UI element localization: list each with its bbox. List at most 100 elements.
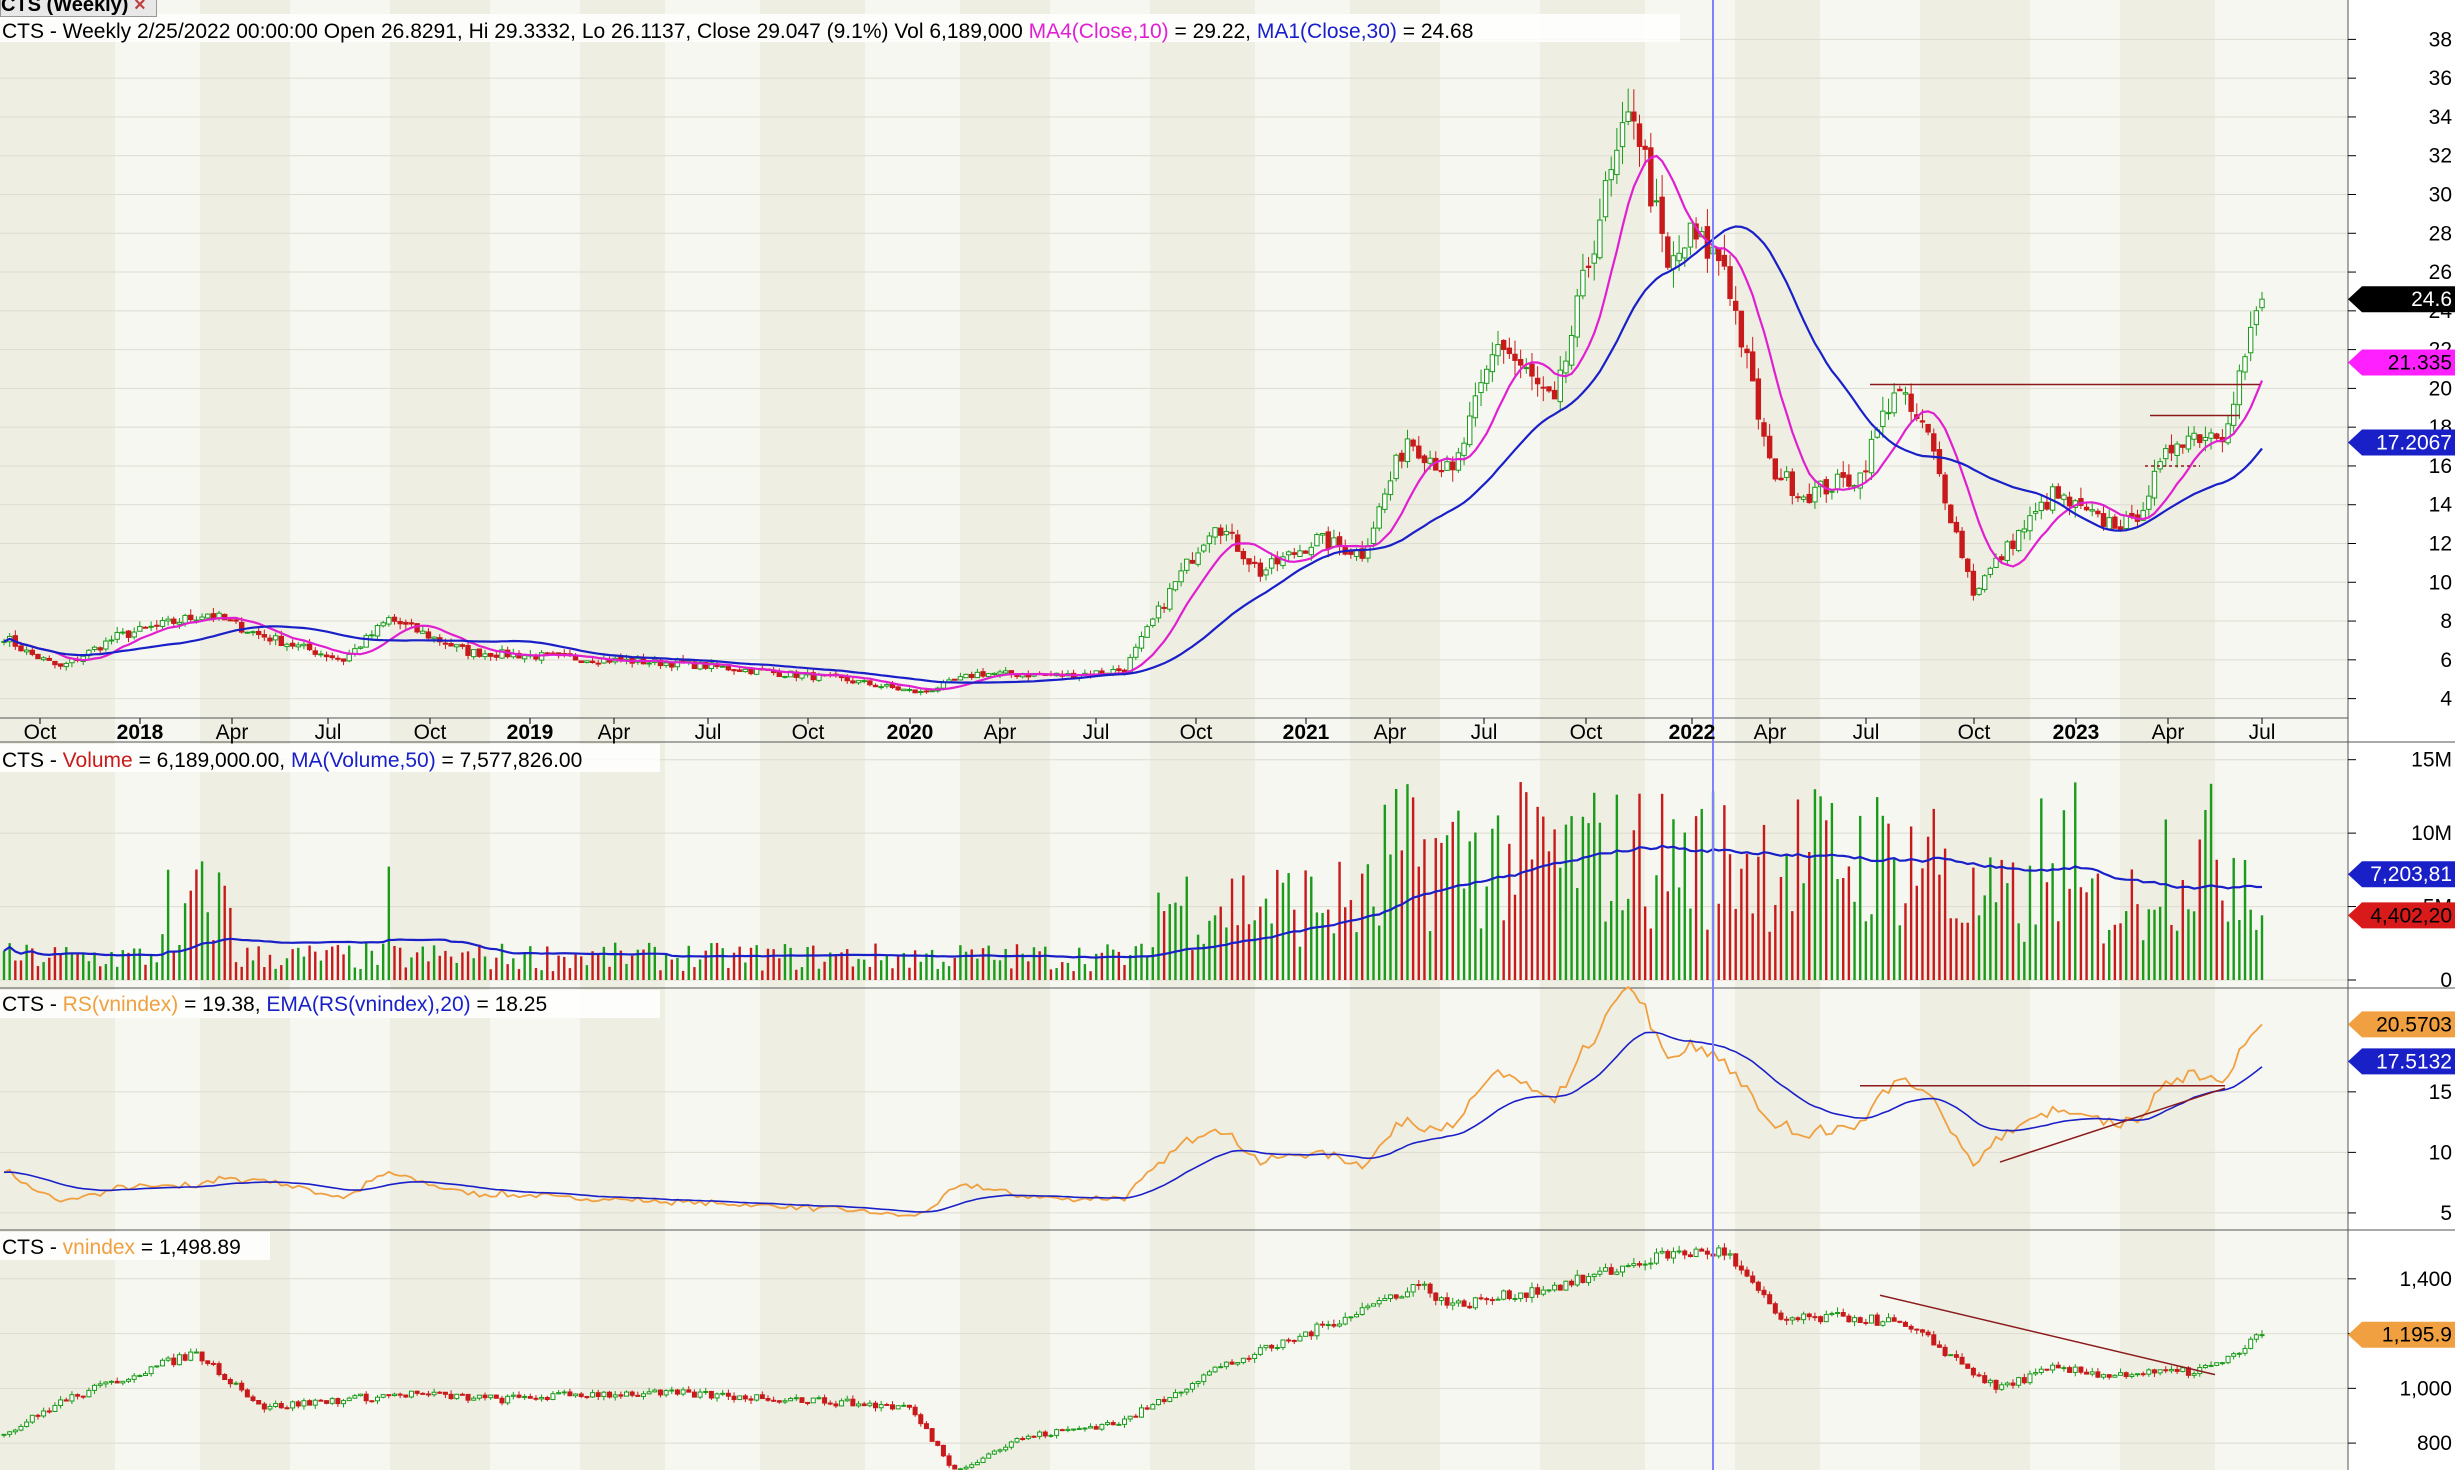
index-candle — [2163, 1369, 2169, 1372]
index-candle — [2089, 1371, 2095, 1375]
price-candle — [1568, 334, 1575, 366]
index-tag: 1,195.9 — [2348, 1321, 2455, 1348]
volume-bar — [2011, 862, 2015, 980]
index-candle — [584, 1395, 590, 1398]
index-candle — [1212, 1366, 1218, 1373]
volume-bar — [115, 966, 119, 980]
volume-bar — [195, 869, 198, 980]
period-band — [960, 0, 1050, 1470]
index-candle — [159, 1359, 165, 1367]
index-candle — [408, 1390, 414, 1398]
volume-bar — [2023, 941, 2026, 980]
time-tick-label: Jul — [1853, 721, 1880, 744]
price-candle — [1563, 360, 1569, 374]
price-candle — [1868, 438, 1875, 474]
price-tick-label: 38 — [2429, 28, 2452, 51]
price-candle — [912, 689, 918, 694]
price-candle — [923, 690, 930, 693]
index-candle — [363, 1393, 369, 1402]
index-candle — [182, 1354, 188, 1361]
index-candle — [1269, 1344, 1275, 1349]
index-candle — [1421, 1283, 1427, 1286]
volume-bar — [166, 869, 170, 980]
index-candle — [2027, 1373, 2033, 1384]
price-candle — [1998, 556, 2005, 561]
price-candle — [1483, 368, 1490, 384]
time-axis: Oct 2018 Apr Jul Oct 2019 Apr Jul Oct 2020 Apr Jul O… — [24, 718, 2275, 744]
volume-bar — [2147, 909, 2151, 980]
volume-bar — [647, 942, 651, 980]
svg-text:CTS - vnindex = 1,498.89: CTS - vnindex = 1,498.89 — [2, 1236, 241, 1259]
volume-bar — [987, 945, 990, 980]
index-candle — [590, 1392, 596, 1398]
price-candle — [1195, 552, 1201, 565]
volume-bar — [2057, 921, 2060, 980]
volume-bar — [1728, 854, 1732, 980]
price-candle — [465, 645, 471, 656]
volume-bar — [1242, 875, 1245, 980]
volume-bar — [132, 948, 136, 980]
index-candle — [1280, 1339, 1286, 1349]
volume-bar — [70, 952, 74, 980]
price-candle — [2095, 510, 2101, 515]
price-candle — [1331, 537, 1337, 548]
volume-bar — [1938, 874, 1941, 980]
volume-bar — [466, 951, 470, 980]
index-candle — [805, 1401, 811, 1404]
index-candle — [1376, 1299, 1382, 1305]
period-band — [490, 0, 580, 1470]
volume-bar — [546, 946, 549, 980]
volume-bar — [1010, 968, 1013, 980]
volume-bar — [8, 943, 11, 980]
volume-bar — [2040, 798, 2043, 980]
price-candle — [1800, 496, 1807, 500]
volume-bar — [1072, 971, 1075, 980]
index-candle — [1020, 1438, 1026, 1441]
index-candle — [2095, 1371, 2101, 1378]
index-candle — [1999, 1384, 2005, 1390]
price-candle — [748, 668, 754, 675]
chart-title-tab[interactable]: CTS (Weekly) × — [0, 0, 157, 17]
index-candle — [2101, 1374, 2107, 1378]
volume-bar — [257, 946, 260, 980]
volume-bar — [840, 952, 843, 980]
volume-bar — [1842, 878, 1845, 980]
index-candle — [2016, 1377, 2022, 1386]
index-candle — [1948, 1354, 1954, 1357]
index-candle — [352, 1395, 358, 1399]
volume-bar — [1593, 792, 1596, 980]
volume-bar — [1083, 964, 1087, 980]
price-candle — [1251, 561, 1258, 564]
index-candle — [1795, 1317, 1801, 1321]
index-candle — [414, 1390, 420, 1394]
volume-bar — [2232, 857, 2235, 980]
volume-bar — [1344, 907, 1347, 980]
index-candle — [278, 1403, 284, 1409]
index-candle — [1784, 1318, 1790, 1321]
price-candle — [725, 665, 732, 671]
price-candle — [1551, 389, 1558, 400]
volume-bar — [2198, 839, 2201, 980]
price-candle — [969, 673, 975, 678]
index-candle — [2140, 1373, 2146, 1376]
period-band — [665, 0, 760, 1470]
volume-bar — [1643, 906, 1647, 980]
period-band — [1735, 0, 1820, 1470]
index-candle — [1404, 1291, 1410, 1298]
index-candle — [1902, 1321, 1908, 1327]
index-candle — [1303, 1331, 1309, 1337]
ma-slow-tag-text: 17.2067 — [2376, 432, 2452, 455]
rs-ema-line — [3, 1031, 2263, 1213]
svg-text:CTS - Weekly 2/25/2022 00:00:0: CTS - Weekly 2/25/2022 00:00:00 Open 26.… — [2, 20, 1473, 43]
index-candle — [216, 1363, 222, 1376]
volume-bar — [302, 956, 306, 980]
index-candle — [782, 1400, 788, 1403]
close-icon[interactable]: × — [134, 0, 146, 16]
index-candle — [2180, 1367, 2186, 1372]
volume-bar — [1774, 904, 1777, 980]
volume-bar — [1151, 947, 1155, 980]
volume-bar — [149, 955, 153, 980]
index-candle — [2259, 1334, 2265, 1337]
volume-bar — [444, 950, 447, 980]
